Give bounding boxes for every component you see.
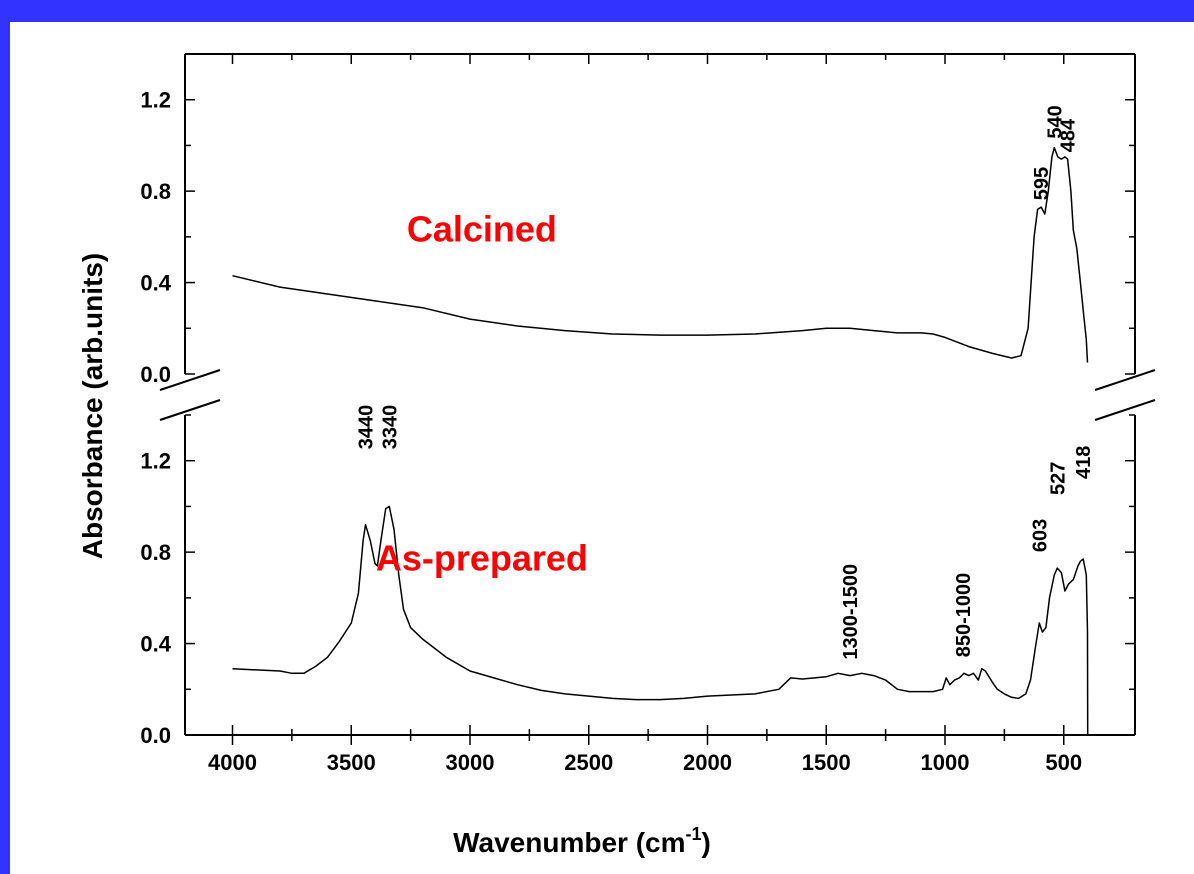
peak-annotation: 3340 bbox=[379, 405, 401, 450]
x-tick-label: 1000 bbox=[921, 750, 970, 775]
y-tick-label: 0.4 bbox=[140, 632, 171, 657]
peak-annotation: 484 bbox=[1058, 118, 1080, 152]
series-line-calcined bbox=[232, 146, 1089, 363]
axis-break-mark-left bbox=[159, 369, 221, 391]
y-tick-label: 1.2 bbox=[140, 88, 171, 113]
peak-annotation: 850-1000 bbox=[953, 573, 975, 658]
x-tick-label: 3000 bbox=[446, 750, 495, 775]
y-axis-title: Absorbance (arb.units) bbox=[77, 253, 108, 559]
peak-annotation: 527 bbox=[1047, 462, 1069, 495]
ftir-chart: 0.0 0.4 0.8 1.2 0.0 0.4 0.8 1.2 4000 3500 3000 2500… bbox=[77, 53, 1156, 858]
x-axis-title: Wavenumber (cm-1) bbox=[453, 824, 711, 858]
y-tick-label: 0.0 bbox=[140, 362, 171, 387]
axis-break-mark-left bbox=[159, 399, 221, 421]
peak-annotation: 3440 bbox=[356, 405, 378, 450]
y-tick-label: 0.8 bbox=[140, 540, 171, 565]
chart-frame: 0.0 0.4 0.8 1.2 0.0 0.4 0.8 1.2 4000 3500 3000 2500… bbox=[10, 22, 1194, 874]
peak-annotation: 603 bbox=[1029, 519, 1051, 552]
x-tick-label: 1500 bbox=[802, 750, 851, 775]
series-line-as-prepared bbox=[232, 505, 1089, 736]
y-tick-label: 0.8 bbox=[140, 179, 171, 204]
x-tick-label: 4000 bbox=[208, 750, 257, 775]
axis-break-mark-right bbox=[1094, 369, 1156, 391]
y-tick-label: 0.4 bbox=[140, 271, 171, 296]
peak-annotation: 540 bbox=[1044, 105, 1066, 138]
y-tick-label: 0.0 bbox=[140, 723, 171, 748]
x-tick-label: 2000 bbox=[683, 750, 732, 775]
peak-annotation: 1300-1500 bbox=[840, 564, 862, 660]
x-tick-label: 500 bbox=[1045, 750, 1082, 775]
curve-label: Calcined bbox=[407, 208, 557, 249]
y-tick-label: 1.2 bbox=[140, 449, 171, 474]
x-tick-label: 2500 bbox=[564, 750, 613, 775]
axis-break-mark-right bbox=[1094, 399, 1156, 421]
peak-annotation: 595 bbox=[1031, 167, 1053, 200]
peak-annotation: 418 bbox=[1073, 446, 1095, 479]
x-tick-label: 3500 bbox=[327, 750, 376, 775]
curve-label: As-prepared bbox=[376, 537, 588, 578]
